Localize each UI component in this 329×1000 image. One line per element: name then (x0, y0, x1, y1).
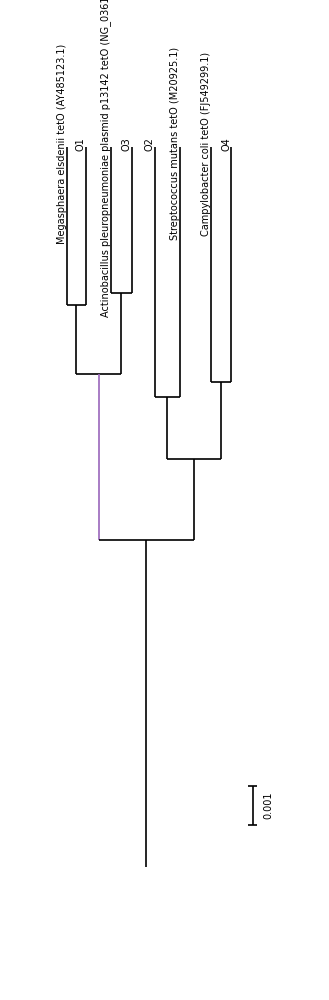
Text: Campylobacter coli tetO (FJ549299.1): Campylobacter coli tetO (FJ549299.1) (201, 52, 211, 236)
Text: 0.001: 0.001 (263, 792, 273, 819)
Text: Megasphaera elsdenii tetO (AY485123.1): Megasphaera elsdenii tetO (AY485123.1) (57, 44, 66, 244)
Text: O2: O2 (144, 137, 155, 151)
Text: O1: O1 (76, 137, 86, 151)
Text: O3: O3 (122, 137, 132, 151)
Text: O4: O4 (221, 137, 231, 151)
Text: Actinobacillus pleuropneumoniae plasmid p13142 tetO (NG_036105.1): Actinobacillus pleuropneumoniae plasmid … (100, 0, 111, 317)
Text: Streptococcus mutans tetO (M20925.1): Streptococcus mutans tetO (M20925.1) (170, 47, 180, 240)
